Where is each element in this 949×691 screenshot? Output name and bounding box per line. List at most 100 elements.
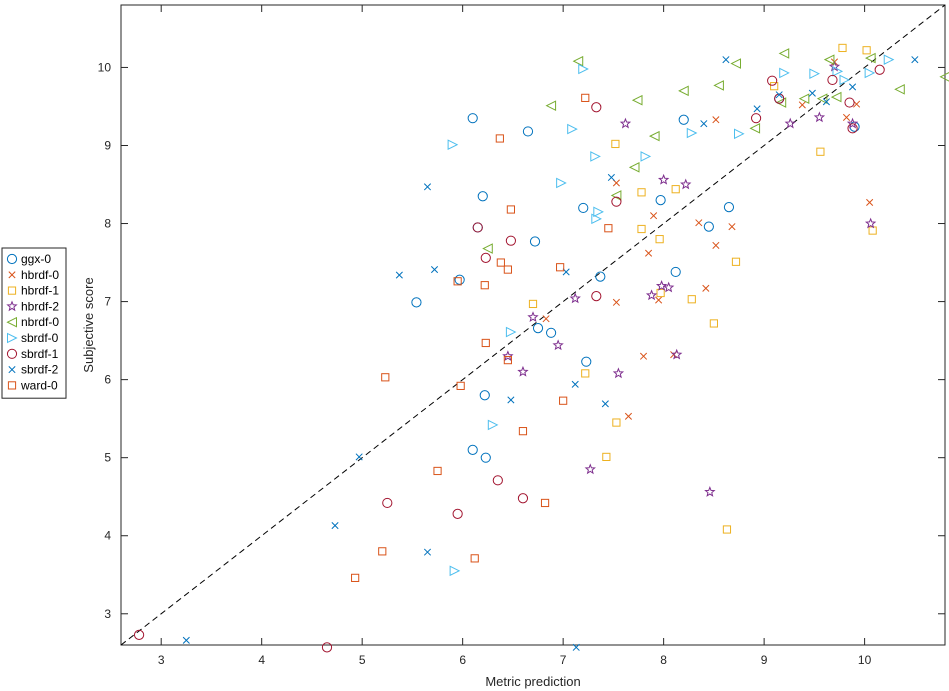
data-point: [542, 315, 550, 323]
data-point: [827, 74, 838, 86]
data-point: [784, 117, 796, 129]
series-sbrdf-0: [447, 54, 895, 577]
data-point: [454, 274, 465, 285]
series-sbrdf-2: [182, 56, 919, 651]
data-point: [467, 444, 478, 455]
data-point: [502, 350, 514, 362]
legend-marker: [8, 271, 16, 279]
data-point: [848, 83, 857, 91]
data-point: [182, 636, 190, 644]
legend-marker: [7, 332, 18, 344]
data-point: [133, 629, 145, 640]
legend-marker: [6, 348, 18, 359]
data-point: [862, 46, 871, 55]
data-point: [713, 80, 724, 91]
data-point: [864, 67, 876, 79]
legend-item: hbrdf-0: [8, 268, 59, 282]
data-point: [640, 151, 652, 162]
x-axis-label: Metric prediction: [485, 674, 580, 689]
data-point: [545, 100, 557, 111]
data-point: [532, 323, 544, 334]
data-point: [731, 257, 741, 266]
data-point: [637, 188, 646, 197]
legend-marker: [7, 381, 17, 390]
data-point: [321, 642, 333, 653]
data-point: [522, 126, 534, 137]
legend-label: sbrdf-2: [21, 363, 59, 377]
data-point: [728, 223, 736, 231]
data-point: [578, 202, 589, 214]
data-point: [527, 311, 539, 323]
data-point: [411, 297, 422, 308]
data-point: [839, 74, 851, 86]
data-point: [656, 288, 665, 298]
data-point: [734, 128, 745, 140]
data-point: [479, 390, 490, 401]
legend-label: ward-0: [20, 378, 58, 392]
x-tick-label: 6: [459, 653, 466, 667]
legend-box: [1, 247, 67, 399]
data-point: [571, 380, 579, 388]
legend-item: sbrdf-0: [7, 331, 59, 345]
data-point: [828, 60, 841, 72]
data-point: [628, 162, 640, 173]
data-point: [382, 497, 393, 509]
data-point: [816, 93, 828, 104]
data-point: [723, 202, 735, 213]
data-point: [894, 83, 905, 95]
data-point: [655, 235, 664, 244]
data-point: [847, 123, 858, 134]
data-point: [528, 299, 538, 309]
data-point: [552, 339, 564, 351]
data-point: [453, 277, 462, 286]
data-point: [712, 116, 720, 124]
data-point: [704, 486, 716, 497]
legend-item: ward-0: [7, 378, 58, 392]
legend-item: hbrdf-2: [6, 299, 59, 313]
tick-labels: 3 4 5 6 7 8 9 10 3 4 5 6 7 8 9 10: [98, 60, 872, 667]
data-point: [702, 284, 710, 292]
series-nbrdf-0: [482, 48, 949, 254]
data-point: [482, 243, 493, 254]
data-point: [655, 280, 668, 291]
data-point: [611, 196, 622, 207]
data-point: [883, 54, 895, 65]
data-point: [452, 508, 463, 519]
data-point: [798, 93, 810, 104]
data-point: [503, 356, 512, 365]
legend-label: hbrdf-0: [21, 268, 59, 282]
data-point: [503, 265, 512, 274]
data-point: [505, 235, 516, 246]
data-point: [572, 643, 580, 651]
data-point: [423, 183, 432, 191]
data-point: [517, 493, 529, 504]
series-hbrdf-2: [502, 60, 877, 497]
data-point: [378, 547, 387, 556]
data-point: [671, 348, 683, 360]
x-tick-label: 8: [660, 653, 667, 667]
data-point: [778, 48, 790, 59]
data-point: [433, 466, 442, 476]
x-tick-label: 5: [359, 653, 366, 667]
data-point: [680, 178, 692, 190]
x-tick-label: 3: [158, 653, 165, 667]
data-point: [505, 326, 517, 338]
data-point: [506, 205, 515, 214]
data-point: [472, 222, 483, 233]
data-point: [430, 266, 439, 274]
data-point: [569, 292, 581, 304]
legend-label: hbrdf-1: [21, 284, 59, 298]
data-point: [657, 173, 670, 185]
y-tick-label: 10: [98, 60, 112, 74]
legend-marker: [6, 253, 18, 265]
data-point: [591, 213, 602, 225]
data-point: [529, 236, 541, 247]
data-point: [449, 565, 461, 577]
data-point: [559, 396, 568, 405]
data-point: [381, 373, 390, 382]
data-point: [607, 173, 615, 182]
data-point: [601, 400, 609, 408]
data-point: [678, 85, 689, 97]
